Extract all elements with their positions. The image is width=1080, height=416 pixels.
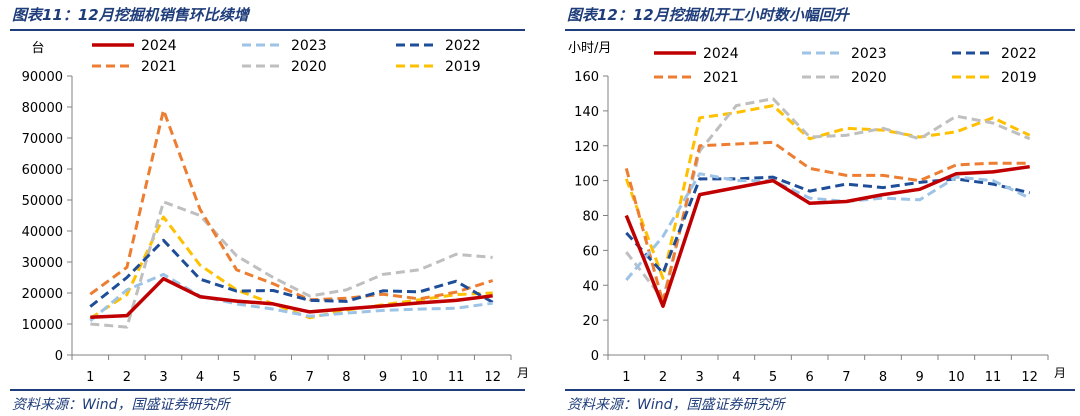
x-tick-label: 6 xyxy=(269,370,277,385)
y-tick-label: 30000 xyxy=(22,256,63,271)
series-line-2019 xyxy=(624,104,1031,280)
x-tick-label: 5 xyxy=(769,370,777,385)
series-line-2020 xyxy=(90,200,493,329)
legend-label-2019: 2019 xyxy=(1001,70,1037,86)
x-tick-label: 6 xyxy=(806,370,814,385)
y-tick-label: 160 xyxy=(574,70,599,85)
x-tick-label: 9 xyxy=(916,370,924,385)
y-tick-label: 70000 xyxy=(22,132,63,147)
panel-title-sales: 图表11：12月挖掘机销售环比续增 xyxy=(12,6,249,24)
legend-label-2019: 2019 xyxy=(445,59,481,75)
panel-title-hours: 图表12：12月挖掘机开工小时数小幅回升 xyxy=(567,6,849,24)
x-tick-label: 4 xyxy=(196,370,204,385)
x-tick-label: 7 xyxy=(306,370,314,385)
x-tick-label: 10 xyxy=(948,370,965,385)
x-axis-label: 月 xyxy=(517,366,528,380)
legend-label-2021: 2021 xyxy=(703,70,739,86)
x-tick-label: 9 xyxy=(379,370,387,385)
source-note-sales: 资料来源：Wind，国盛证券研究所 xyxy=(12,397,230,413)
x-tick-label: 12 xyxy=(1021,370,1038,385)
y-tick-label: 60000 xyxy=(22,163,63,178)
y-tick-label: 40000 xyxy=(22,225,63,240)
legend-label-2023: 2023 xyxy=(291,38,327,54)
series-line-2021 xyxy=(89,108,494,302)
legend-label-2023: 2023 xyxy=(851,46,887,62)
legend-label-2024: 2024 xyxy=(141,38,177,54)
x-tick-label: 4 xyxy=(732,370,740,385)
title-rule xyxy=(565,29,1075,31)
x-tick-label: 3 xyxy=(159,370,167,385)
y-tick-label: 0 xyxy=(591,349,599,364)
y-tick-label: 10000 xyxy=(22,318,63,333)
x-axis-label: 月 xyxy=(1054,366,1066,380)
series-line-2024 xyxy=(90,276,493,319)
series-line-2022 xyxy=(89,238,494,308)
y-tick-label: 0 xyxy=(55,349,63,364)
y-tick-label: 90000 xyxy=(22,70,63,85)
y-tick-label: 80000 xyxy=(22,101,63,116)
source-rule xyxy=(10,389,525,391)
x-tick-label: 10 xyxy=(411,370,428,385)
x-tick-label: 7 xyxy=(842,370,850,385)
series-line-2024 xyxy=(624,164,1030,308)
x-tick-label: 5 xyxy=(232,370,240,385)
y-tick-label: 100 xyxy=(574,175,599,190)
legend-label-2020: 2020 xyxy=(851,70,887,86)
x-tick-label: 3 xyxy=(696,370,704,385)
series-line-2022 xyxy=(625,175,1031,275)
x-tick-label: 12 xyxy=(484,370,501,385)
x-tick-label: 2 xyxy=(123,370,131,385)
y-tick-label: 60 xyxy=(582,244,599,259)
legend-label-2020: 2020 xyxy=(291,59,327,75)
y-tick-label: 20000 xyxy=(22,287,63,302)
x-tick-label: 2 xyxy=(659,370,667,385)
legend-label-2022: 2022 xyxy=(445,38,481,54)
sales-chart: 0 10000 20000 30000 40000 50000 60000 70000 8000… xyxy=(22,38,528,385)
series-line-2021 xyxy=(624,140,1030,305)
y-tick-label: 80 xyxy=(582,210,599,225)
series-line-2023 xyxy=(89,272,493,323)
x-tick-label: 8 xyxy=(879,370,887,385)
y-tick-label: 140 xyxy=(574,105,599,120)
y-tick-label: 20 xyxy=(582,314,599,329)
legend-label-2021: 2021 xyxy=(141,59,177,75)
x-tick-label: 11 xyxy=(448,370,465,385)
series-line-2023 xyxy=(625,172,1031,281)
source-note-hours: 资料来源：Wind，国盛证券研究所 xyxy=(567,397,785,413)
series-line-2019 xyxy=(89,215,493,320)
title-rule xyxy=(10,29,525,31)
y-tick-label: 40 xyxy=(582,279,599,294)
source-rule xyxy=(565,389,1075,391)
legend-label-2022: 2022 xyxy=(1001,46,1037,62)
y-axis-label: 小时/月 xyxy=(568,41,611,56)
x-tick-label: 8 xyxy=(342,370,350,385)
y-tick-label: 120 xyxy=(574,140,599,155)
x-tick-label: 1 xyxy=(86,370,94,385)
x-tick-label: 11 xyxy=(985,370,1002,385)
legend-label-2024: 2024 xyxy=(703,46,739,62)
x-tick-label: 1 xyxy=(622,370,630,385)
y-tick-label: 50000 xyxy=(22,194,63,209)
y-axis-label: 台 xyxy=(31,41,44,56)
